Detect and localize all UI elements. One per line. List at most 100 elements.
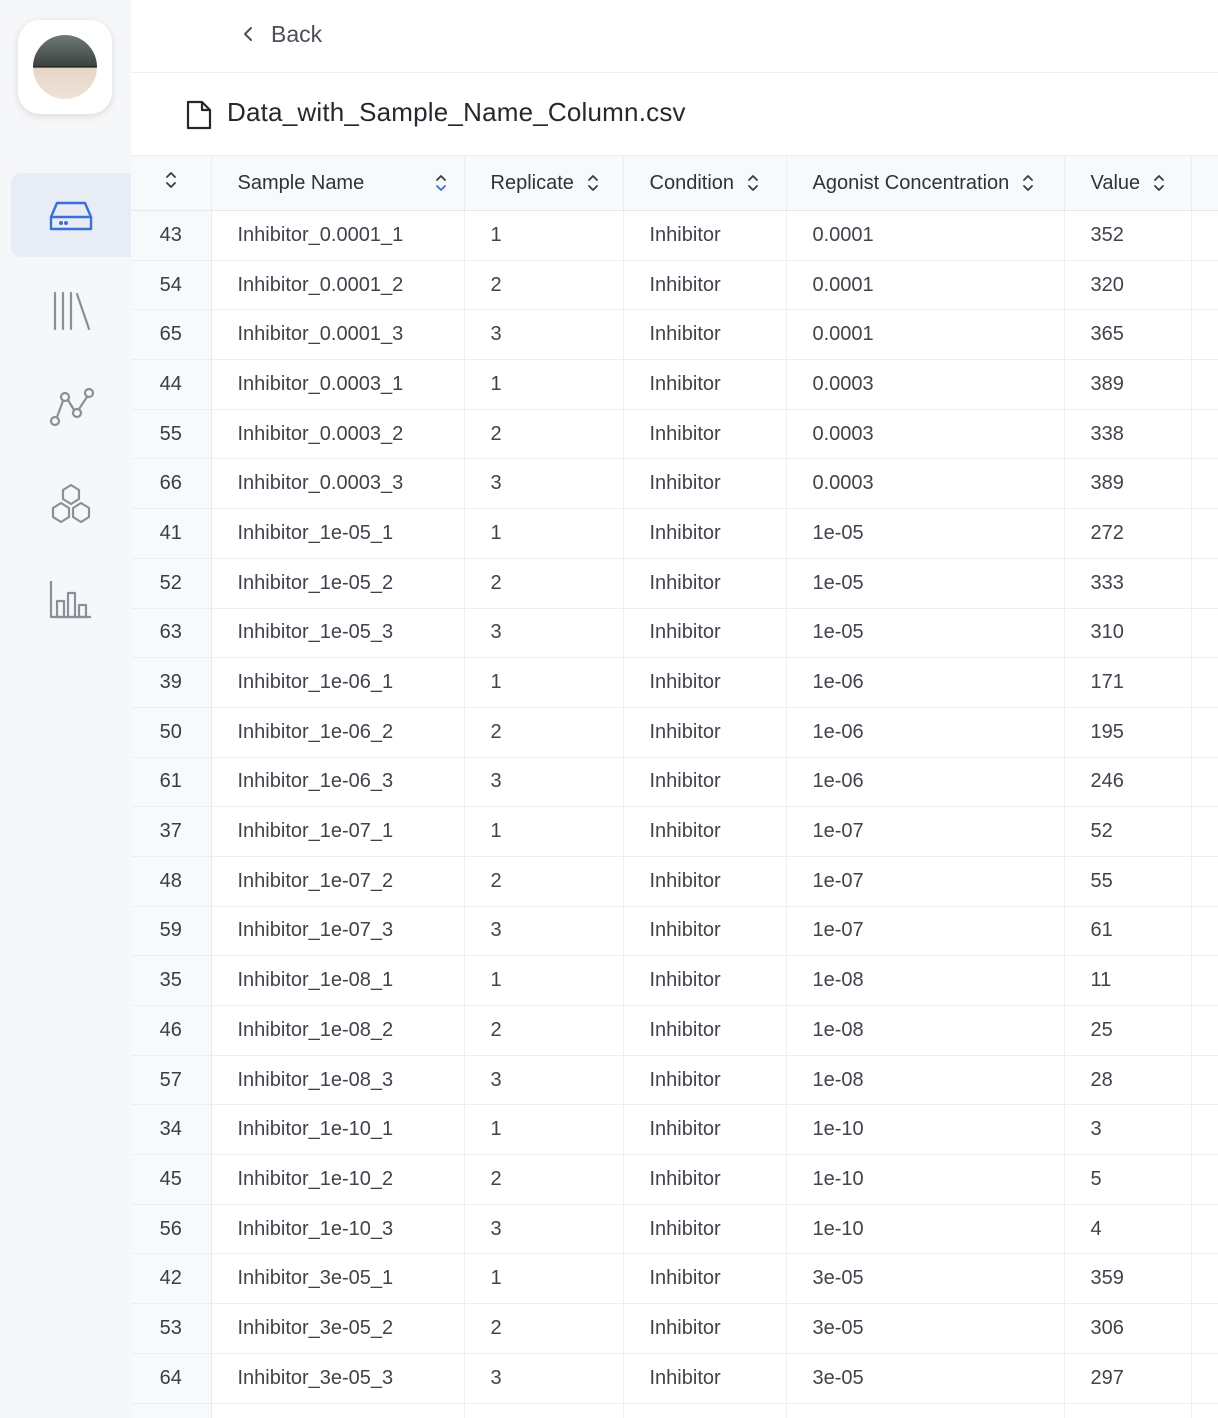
replicate-cell: 1 [464,1253,624,1305]
sample-name-cell: Inhibitor_1e-08_2 [211,1005,465,1056]
row-index: 59 [131,906,212,957]
replicate-cell: 2 [464,1005,624,1056]
table-row[interactable]: 42 Inhibitor_3e-05_1 1 Inhibitor 3e-05 359 [131,1253,1218,1305]
value-cell [1064,1403,1192,1418]
column-header-label: Agonist Concentration [812,171,1010,194]
condition-cell: Inhibitor [623,707,787,758]
sidebar-item-molecules[interactable] [11,461,131,545]
sample-name-cell: Inhibitor_0.0003_2 [211,409,465,460]
table-row[interactable]: 34 Inhibitor_1e-10_1 1 Inhibitor 1e-10 3 [131,1104,1218,1156]
replicate-cell: 1 [464,1104,624,1156]
table-row[interactable]: 56 Inhibitor_1e-10_3 3 Inhibitor 1e-10 4 [131,1204,1218,1255]
concentration-cell: 1e-10 [786,1204,1065,1255]
sort-icon [1154,175,1165,191]
sort-icon [748,175,758,191]
sidebar-item-library[interactable] [11,269,131,353]
sample-name-cell: Inhibitor_1e-06_2 [211,707,465,758]
sample-name-cell: Inhibitor_1e-10_3 [211,1204,465,1255]
row-index: 66 [131,458,212,510]
table-row[interactable]: 53 Inhibitor_3e-05_2 2 Inhibitor 3e-05 306 [131,1303,1218,1354]
value-cell: 297 [1064,1353,1192,1404]
concentration-cell: 1e-07 [786,906,1065,957]
sidebar-item-data[interactable] [11,173,131,257]
table-row[interactable]: 61 Inhibitor_1e-06_3 3 Inhibitor 1e-06 246 [131,757,1218,808]
concentration-cell: 0.0001 [786,260,1065,311]
table-row[interactable]: 66 Inhibitor_0.0003_3 3 Inhibitor 0.0003 389 [131,458,1218,510]
condition-cell: Inhibitor [623,359,787,410]
extra-cell [1191,1353,1218,1404]
row-index: 54 [131,260,212,311]
extra-cell [1191,856,1218,907]
concentration-cell: 1e-07 [786,806,1065,857]
table-row[interactable]: 50 Inhibitor_1e-06_2 2 Inhibitor 1e-06 195 [131,707,1218,758]
table-row[interactable]: 65 Inhibitor_0.0001_3 3 Inhibitor 0.0001 365 [131,309,1218,361]
value-cell: 28 [1064,1055,1192,1106]
extra-cell [1191,409,1218,460]
sample-name-cell: Inhibitor_0.0003_3 [211,458,465,510]
column-header-value[interactable]: Value [1064,155,1192,211]
sample-name-cell: Inhibitor_3e-05_3 [211,1353,465,1404]
column-header-condition[interactable]: Condition [623,155,787,211]
row-index: 41 [131,508,212,559]
column-header-sample-name[interactable]: Sample Name [211,155,465,211]
table-row[interactable]: 35 Inhibitor_1e-08_1 1 Inhibitor 1e-08 11 [131,955,1218,1006]
table-row[interactable]: 45 Inhibitor_1e-10_2 2 Inhibitor 1e-10 5 [131,1154,1218,1205]
row-index: 65 [131,309,212,361]
table-row[interactable]: 52 Inhibitor_1e-05_2 2 Inhibitor 1e-05 333 [131,558,1218,609]
replicate-cell: 3 [464,906,624,957]
column-header-extra [1191,155,1218,211]
row-index: 61 [131,757,212,808]
table-row[interactable]: 44 Inhibitor_0.0003_1 1 Inhibitor 0.0003 389 [131,359,1218,410]
app-logo[interactable] [18,20,112,114]
table-row[interactable]: 37 Inhibitor_1e-07_1 1 Inhibitor 1e-07 52 [131,806,1218,857]
condition-cell: Inhibitor [623,757,787,808]
bar-chart-icon [49,581,91,619]
sidebar-item-workflow[interactable] [11,365,131,449]
table-row[interactable]: 63 Inhibitor_1e-05_3 3 Inhibitor 1e-05 310 [131,608,1218,659]
extra-cell [1191,309,1218,361]
condition-cell: Inhibitor [623,458,787,510]
row-index: 45 [131,1154,212,1205]
table-row[interactable]: 64 Inhibitor_3e-05_3 3 Inhibitor 3e-05 297 [131,1353,1218,1404]
table-row[interactable]: 55 Inhibitor_0.0003_2 2 Inhibitor 0.0003 338 [131,409,1218,460]
table-row[interactable]: 48 Inhibitor_1e-07_2 2 Inhibitor 1e-07 55 [131,856,1218,907]
replicate-cell: 2 [464,856,624,907]
concentration-cell: 3e-05 [786,1303,1065,1354]
column-header-label: Condition [649,171,735,194]
table-row[interactable]: 43 Inhibitor_0.0001_1 1 Inhibitor 0.0001 352 [131,210,1218,261]
sample-name-cell: Inhibitor_3e-05_1 [211,1253,465,1305]
table-row[interactable]: 59 Inhibitor_1e-07_3 3 Inhibitor 1e-07 61 [131,906,1218,957]
replicate-cell: 1 [464,657,624,708]
value-cell: 365 [1064,309,1192,361]
value-cell: 61 [1064,906,1192,957]
sample-name-cell: Inhibitor_0.0001_2 [211,260,465,311]
row-index: 37 [131,806,212,857]
condition-cell: Inhibitor [623,608,787,659]
sidebar-item-charts[interactable] [11,557,131,641]
row-index: 64 [131,1353,212,1404]
value-cell: 359 [1064,1253,1192,1305]
table-row[interactable] [131,1403,1218,1418]
concentration-cell: 1e-05 [786,608,1065,659]
back-button[interactable]: Back [239,16,322,52]
concentration-cell [786,1403,1065,1418]
sort-icon-active [436,175,447,191]
extra-cell [1191,458,1218,510]
table-row[interactable]: 41 Inhibitor_1e-05_1 1 Inhibitor 1e-05 272 [131,508,1218,559]
table-row[interactable]: 57 Inhibitor_1e-08_3 3 Inhibitor 1e-08 28 [131,1055,1218,1106]
table-row[interactable]: 46 Inhibitor_1e-08_2 2 Inhibitor 1e-08 25 [131,1005,1218,1056]
condition-cell: Inhibitor [623,558,787,609]
concentration-cell: 0.0003 [786,458,1065,510]
row-index: 50 [131,707,212,758]
replicate-cell: 3 [464,1353,624,1404]
sample-name-cell: Inhibitor_1e-10_2 [211,1154,465,1205]
column-header-agonist-concentration[interactable]: Agonist Concentration [786,155,1065,211]
condition-cell: Inhibitor [623,1303,787,1354]
table-row[interactable]: 39 Inhibitor_1e-06_1 1 Inhibitor 1e-06 171 [131,657,1218,708]
replicate-cell: 2 [464,1154,624,1205]
index-header[interactable] [131,155,212,211]
concentration-cell: 3e-05 [786,1253,1065,1305]
table-row[interactable]: 54 Inhibitor_0.0001_2 2 Inhibitor 0.0001 320 [131,260,1218,311]
column-header-replicate[interactable]: Replicate [464,155,624,211]
chevron-left-icon [244,27,252,41]
